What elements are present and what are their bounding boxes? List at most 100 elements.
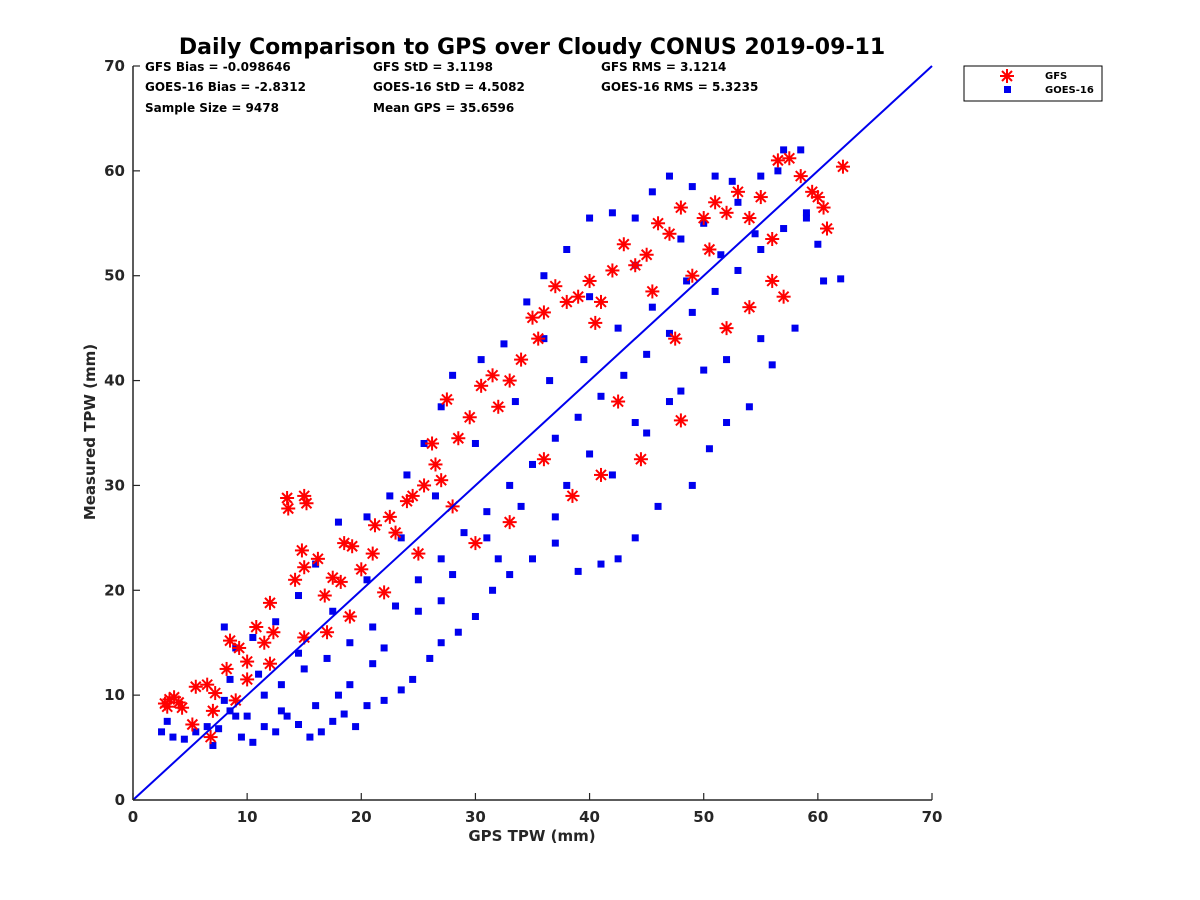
gfs-point (219, 661, 234, 676)
goes-point (665, 398, 673, 406)
goes-point (426, 654, 434, 662)
gfs-point (317, 588, 332, 603)
goes-point (506, 481, 514, 489)
goes-point (608, 209, 616, 217)
goes-point (620, 371, 628, 379)
gfs-point (593, 294, 608, 309)
goes-point (471, 613, 479, 620)
goes-point (397, 534, 405, 542)
gfs-point (232, 640, 247, 655)
goes-point (546, 377, 554, 385)
gfs-point (367, 518, 382, 533)
y-tick-label: 20 (104, 581, 125, 599)
goes-point (437, 639, 445, 647)
gfs-point (835, 159, 850, 174)
x-tick-label: 20 (351, 808, 372, 826)
gfs-point (434, 473, 449, 488)
goes-point (323, 654, 331, 662)
goes-point (757, 172, 765, 180)
gfs-point (633, 452, 648, 467)
legend-marker-gfs (1000, 69, 1014, 83)
gfs-point (280, 491, 295, 506)
goes-point (648, 188, 656, 196)
stats-block: GFS Bias = -0.098646 GOES-16 Bias = -2.8… (145, 60, 758, 115)
goes-point (734, 266, 742, 274)
goes-point (780, 225, 788, 233)
goes-point (705, 445, 713, 453)
goes-point (574, 413, 582, 421)
goes-point (295, 592, 303, 600)
goes-point (329, 717, 337, 725)
legend-marker-goes (1004, 86, 1011, 93)
goes-point (249, 738, 257, 746)
gfs-point (548, 279, 563, 294)
gfs-point (468, 536, 483, 551)
goes-point (586, 450, 594, 458)
goes-point (563, 481, 571, 489)
goes-point (226, 675, 234, 683)
goes-point (597, 560, 605, 568)
gfs-point (536, 305, 551, 320)
goes-point (392, 602, 400, 610)
gfs-point (810, 190, 825, 205)
goes-point (677, 235, 685, 243)
goes-point (363, 702, 371, 710)
goes-point (209, 741, 217, 749)
goes-point (614, 324, 622, 332)
gfs-point (388, 525, 403, 540)
goes-point (654, 502, 662, 510)
gfs-point (345, 539, 360, 554)
goes-point (745, 403, 753, 411)
goes-point (158, 728, 166, 736)
goes-point (511, 398, 519, 406)
gfs-point (765, 232, 780, 247)
goes-point (277, 681, 285, 689)
goes-point (483, 534, 491, 542)
legend-label-gfs: GFS (1045, 71, 1067, 82)
goes-point (814, 240, 822, 248)
goes-point (317, 728, 325, 736)
goes-point (437, 555, 445, 563)
goes-point (449, 571, 457, 579)
goes-point (163, 717, 171, 725)
goes-point (346, 681, 354, 689)
gfs-point (525, 310, 540, 325)
goes-point (574, 567, 582, 575)
goes-point (369, 623, 377, 631)
goes-point (643, 350, 651, 358)
x-axis-label: GPS TPW (mm) (468, 827, 595, 845)
gfs-point (536, 452, 551, 467)
mean-gps-text: Mean GPS = 35.6596 (373, 101, 514, 115)
goes-point (523, 298, 531, 306)
gfs-std-text: GFS StD = 3.1198 (373, 60, 493, 74)
gfs-point (377, 585, 392, 600)
gfs-point (439, 392, 454, 407)
x-tick-label: 70 (922, 808, 943, 826)
goes-point (437, 597, 445, 605)
goes-point (232, 712, 240, 720)
sample-size-text: Sample Size = 9478 (145, 101, 279, 115)
gfs-point (262, 656, 277, 671)
gfs-point (320, 625, 335, 640)
y-tick-label: 40 (104, 372, 125, 390)
gfs-point (502, 515, 517, 530)
gfs-point (428, 457, 443, 472)
goes-point (665, 172, 673, 180)
goes-point (529, 460, 536, 468)
gfs-point (175, 700, 190, 715)
y-tick-label: 10 (104, 686, 125, 704)
goes-rms-text: GOES-16 RMS = 5.3235 (601, 80, 758, 94)
gfs-point (299, 496, 314, 511)
goes-point (312, 702, 320, 710)
goes-point (255, 670, 263, 678)
gfs-point (354, 562, 369, 577)
goes-point (306, 733, 314, 741)
gfs-point (185, 717, 200, 732)
goes-point (820, 277, 828, 285)
gfs-point (342, 609, 357, 624)
goes-point (711, 172, 719, 180)
y-tick-label: 70 (104, 57, 125, 75)
goes-point (500, 340, 508, 348)
goes-point (757, 335, 765, 343)
